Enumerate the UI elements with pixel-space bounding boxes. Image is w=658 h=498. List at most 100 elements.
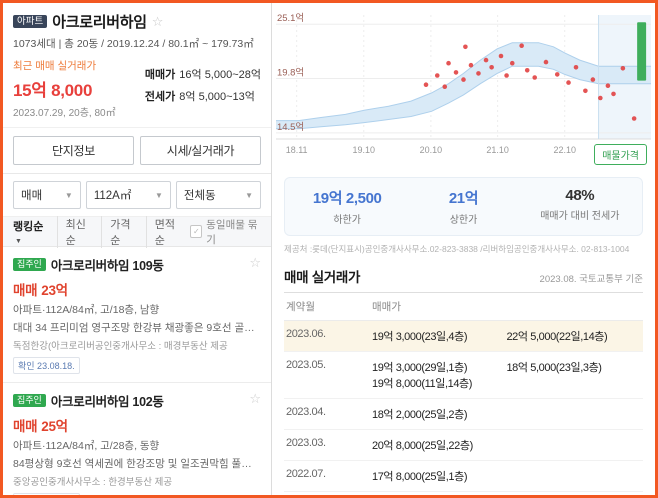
svg-text:19.8억: 19.8억 <box>277 66 304 78</box>
stat-lower-bound: 19억 2,500 하한가 <box>289 187 405 226</box>
sale-prices: 19억 3,000(29일,1층) 18억 5,000(23일,3층) 19억 … <box>370 351 643 399</box>
jeonse-range-label: 전세가 <box>144 91 176 103</box>
table-row: 2022.07. 17억 8,000(25일,1층) <box>284 460 643 492</box>
sale-prices: 20억 8,000(25일,22층) <box>370 429 643 461</box>
stat-value: 48% <box>565 187 595 204</box>
listing-description: 84평상형 9호선 역세권에 한강조망 및 일조권막힘 풀시스템에어컨 <box>13 458 261 470</box>
sort-option-newest[interactable]: 최신순 <box>56 215 102 248</box>
sale-price: 19억 3,000(29일,1층) <box>372 362 468 374</box>
group-identical-listings-toggle[interactable]: ✓ 동일매물 묶기 <box>190 217 261 247</box>
sale-price: 18억 2,000(25일,2층) <box>372 409 468 421</box>
listing-agent: 독점한강(아크로리버공인중개사무소 : 매경부동산 제공 <box>13 341 228 352</box>
confirm-date-badge: 확인 23.08.17. <box>13 493 80 495</box>
property-type-badge: 아파트 <box>13 14 48 29</box>
sale-range-label: 매매가 <box>144 69 176 81</box>
confirm-date-badge: 확인 23.08.18. <box>13 357 80 374</box>
trade-type-label: 매매 <box>13 283 38 298</box>
price-panel: 25.1억 19.8억 14.5억 18.11 19.10 20.10 21.10 22.10… <box>272 3 655 495</box>
tab-complex-info[interactable]: 단지정보 <box>13 136 134 165</box>
filter-building-dropdown[interactable]: 전체동 ▼ <box>175 181 261 209</box>
sale-prices: 19억 3,000(23일,4층) 22억 5,000(22일,14층) <box>370 320 643 352</box>
sort-bar: 랭킹순 ▼ 최신순 가격순 면적순 ✓ 동일매물 묶기 <box>3 215 271 248</box>
sale-price: 19억 8,000(11일,14층) <box>372 378 473 390</box>
sale-price: 18억 5,000(23일,3층) <box>506 362 602 374</box>
table-row: 2023.03. 20억 8,000(25일,22층) <box>284 429 643 461</box>
svg-text:14.5억: 14.5억 <box>277 121 304 133</box>
listing-card[interactable]: 집주인 아크로리버하임 102동 ☆ 매매 25억 아파트·112A/84㎡, 고… <box>3 383 271 495</box>
sale-price: 19억 3,000(23일,4층) <box>372 331 468 343</box>
contract-month: 2023.05. <box>284 351 370 399</box>
sale-prices: 21억(26일,11층) <box>370 491 643 495</box>
sale-price: 20억 8,000(25일,22층) <box>372 440 473 452</box>
listing-description: 대대 34 프리미엄 영구조망 한강뷰 채광좋은 9호선 골드라인 풀옵 <box>13 322 261 334</box>
table-row: 2023.06. 19억 3,000(23일,4층) 22억 5,000(22일… <box>284 320 643 352</box>
filter-row: 매매 ▼ 112A㎡ ▼ 전체동 ▼ <box>3 174 271 217</box>
column-contract-month: 계약월 <box>284 292 370 321</box>
listing-spec: 아파트·112A/84㎡, 고/28층, 동향 <box>13 440 160 452</box>
table-row: 2023.05. 19억 3,000(29일,1층) 18억 5,000(23일… <box>284 351 643 399</box>
chevron-down-icon: ▼ <box>245 190 253 200</box>
stat-label: 매매가 대비 전세가 <box>540 211 620 222</box>
data-source-note: 제공처 :롯데(단지표시)공인중개사사무소.02-823-3838 /리버하임공… <box>284 244 630 254</box>
tab-buttons: 단지정보 시세/실거래가 <box>3 128 271 174</box>
price-summary-box: 최근 매매 실거래가 15억 8,000 2023.07.29, 20층, 80… <box>3 51 271 128</box>
filter-area-type-value: 112A㎡ <box>93 190 132 202</box>
jeonse-range-value: 8억 5,000~13억 <box>179 91 255 103</box>
sales-history-title: 매매 실거래가 <box>284 270 361 285</box>
filter-building-value: 전체동 <box>183 190 216 202</box>
listing-card[interactable]: 집주인 아크로리버하임 109동 ☆ 매매 23억 아파트·112A/84㎡, 고… <box>3 247 271 383</box>
sort-option-price[interactable]: 가격순 <box>101 215 146 248</box>
sort-option-ranking[interactable]: 랭킹순 ▼ <box>13 218 57 246</box>
checkbox-icon: ✓ <box>190 225 203 238</box>
complex-title: 아크로리버하임 <box>52 14 147 31</box>
owner-verified-badge: 집주인 <box>13 394 46 407</box>
listing-price-tab[interactable]: 매물가격 <box>594 144 647 165</box>
recent-price-detail: 2023.07.29, 20층, 80㎡ <box>13 108 116 119</box>
stat-label: 상한가 <box>449 215 478 226</box>
chevron-down-icon: ▼ <box>64 190 73 200</box>
recent-price-value: 15억 8,000 <box>13 81 93 100</box>
table-row: 2023.04. 18억 2,000(25일,2층) <box>284 398 643 430</box>
filter-trade-type-value: 매매 <box>21 190 43 202</box>
favorite-star-icon[interactable]: ☆ <box>249 255 261 270</box>
contract-month: 2023.06. <box>284 320 370 352</box>
favorite-star-icon[interactable]: ☆ <box>249 391 261 406</box>
stat-jeonse-ratio: 48% 매매가 대비 전세가 <box>522 187 638 226</box>
stat-upper-bound: 21억 상한가 <box>405 187 521 226</box>
svg-text:21.10: 21.10 <box>486 145 508 155</box>
listing-price: 매매 23억 <box>13 279 261 299</box>
svg-text:18.11: 18.11 <box>286 145 308 155</box>
sales-history-table: 계약월 매매가 2023.06. 19억 3,000(23일,4층) 22억 5… <box>284 292 643 495</box>
svg-text:22.10: 22.10 <box>554 145 576 155</box>
price-stats-box: 19억 2,500 하한가 21억 상한가 48% 매매가 대비 전세가 <box>284 177 643 236</box>
listing-title: 아크로리버하임 102동 <box>50 395 164 409</box>
contract-month: 2022.05. <box>284 491 370 495</box>
stat-value: 19억 2,500 <box>312 190 382 207</box>
listing-agent: 중앙공인중개사사무소 : 한경부동산 제공 <box>13 477 173 488</box>
filter-area-type-dropdown[interactable]: 112A㎡ ▼ <box>85 181 171 209</box>
sales-history-basis: 2023.08. 국토교통부 기준 <box>539 274 643 285</box>
column-sale-price: 매매가 <box>370 292 643 321</box>
svg-text:20.10: 20.10 <box>420 145 442 155</box>
sale-prices: 18억 2,000(25일,2층) <box>370 398 643 430</box>
price-value: 23억 <box>41 283 68 298</box>
chevron-down-icon: ▼ <box>15 237 22 245</box>
stat-label: 하한가 <box>333 215 361 226</box>
sale-range-value: 16억 5,000~28억 <box>179 69 261 81</box>
price-trend-chart: 25.1억 19.8억 14.5억 18.11 19.10 20.10 21.10 22.10… <box>272 3 655 173</box>
sort-option-label: 랭킹순 <box>13 220 44 233</box>
chevron-down-icon: ▼ <box>154 190 163 200</box>
tab-price-history[interactable]: 시세/실거래가 <box>140 136 261 165</box>
table-row: 2022.05. 21억(26일,11층) <box>284 491 643 495</box>
stat-value: 21억 <box>448 190 479 207</box>
complex-header: 아파트 아크로리버하임 ☆ 1073세대 | 총 20동 / 2019.12.2… <box>3 3 271 51</box>
filter-trade-type-dropdown[interactable]: 매매 ▼ <box>13 181 81 209</box>
complex-panel: 아파트 아크로리버하임 ☆ 1073세대 | 총 20동 / 2019.12.2… <box>3 3 272 495</box>
recent-price-label: 최근 매매 실거래가 <box>13 60 97 72</box>
favorite-star-icon[interactable]: ☆ <box>151 13 164 29</box>
recent-transaction: 최근 매매 실거래가 15억 8,000 2023.07.29, 20층, 80… <box>13 58 116 119</box>
owner-verified-badge: 집주인 <box>13 258 46 271</box>
price-ranges: 매매가 16억 5,000~28억 전세가 8억 5,000~13억 <box>145 58 261 119</box>
sort-option-area[interactable]: 면적순 <box>145 215 191 248</box>
